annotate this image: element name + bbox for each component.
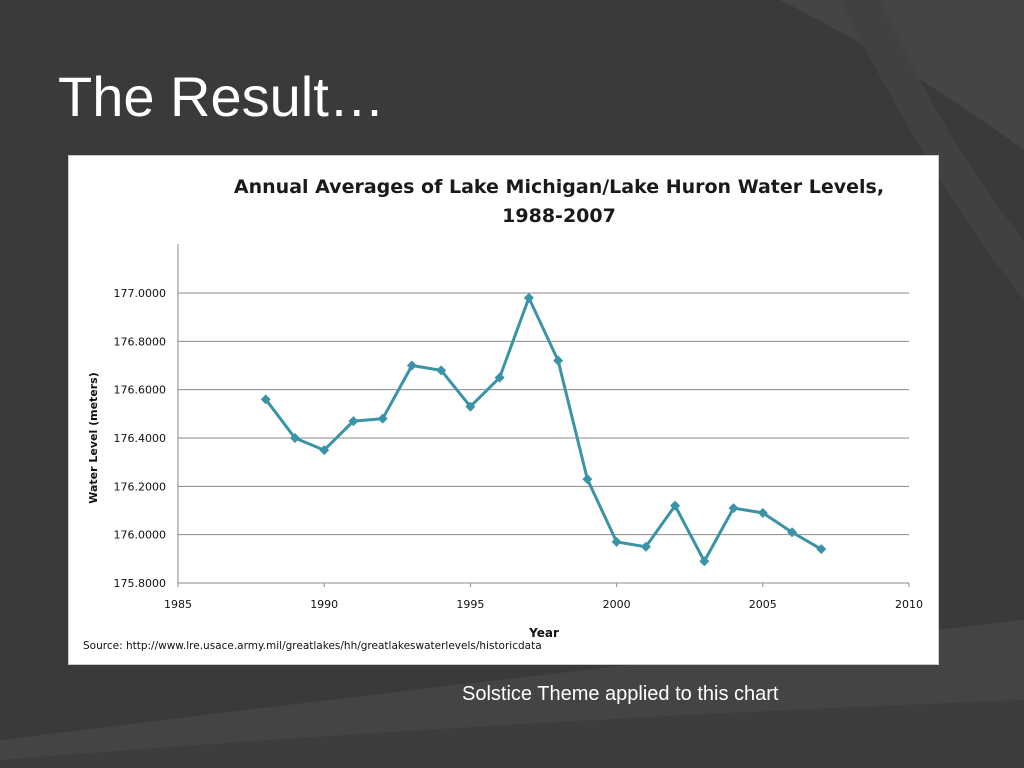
- data-point: [787, 527, 798, 538]
- data-point: [582, 474, 593, 485]
- data-point: [406, 360, 417, 371]
- y-tick-label: 176.8000: [114, 335, 167, 348]
- chart-title: Annual Averages of Lake Michigan/Lake Hu…: [233, 176, 885, 227]
- y-tick-label: 176.4000: [114, 432, 167, 445]
- x-tick-label: 1995: [456, 598, 484, 611]
- x-tick-label: 2000: [603, 598, 631, 611]
- data-point: [728, 503, 739, 514]
- x-tick-label: 2005: [749, 598, 777, 611]
- data-point: [289, 433, 300, 443]
- line-chart: 177.0000 176.8000 176.6000 176.4000 176.2000…: [87, 244, 923, 640]
- x-tick-label: 2010: [895, 598, 923, 611]
- data-point: [816, 544, 827, 555]
- slide-title: The Result…: [58, 65, 385, 128]
- x-tick-label: 1985: [164, 598, 192, 611]
- data-point: [757, 507, 768, 518]
- y-tick-label: 176.6000: [114, 384, 167, 397]
- y-axis-title: Water Level (meters): [87, 372, 100, 504]
- data-point: [553, 355, 564, 366]
- y-tick-label: 176.0000: [114, 529, 167, 542]
- data-point: [670, 500, 681, 511]
- data-point: [377, 413, 388, 424]
- data-point: [319, 445, 330, 456]
- slide-caption: Solstice Theme applied to this chart: [462, 683, 779, 705]
- chart-image: 177.0000 176.8000 176.6000 176.4000 176.2000…: [68, 155, 939, 665]
- series-line: [264, 296, 823, 563]
- chart-source: Source: http://www.lre.usace.army.mil/gr…: [83, 640, 542, 652]
- data-point: [465, 401, 476, 412]
- background-swoosh-top: [780, 0, 1024, 150]
- x-tick-label: 1990: [310, 598, 338, 611]
- background-swoosh-bottom-2: [0, 700, 1024, 768]
- data-point: [523, 292, 534, 303]
- y-tick-label: 175.8000: [114, 577, 167, 590]
- data-point: [348, 416, 359, 427]
- data-point: [436, 365, 447, 376]
- y-tick-label: 176.2000: [114, 480, 167, 493]
- background-swoosh-right: [840, 0, 1024, 300]
- data-point: [640, 541, 651, 552]
- data-point: [699, 556, 710, 567]
- data-point: [611, 536, 622, 547]
- y-tick-label: 177.0000: [114, 287, 167, 300]
- data-point: [260, 394, 271, 405]
- x-axis-title: Year: [528, 626, 559, 640]
- data-point: [494, 372, 505, 383]
